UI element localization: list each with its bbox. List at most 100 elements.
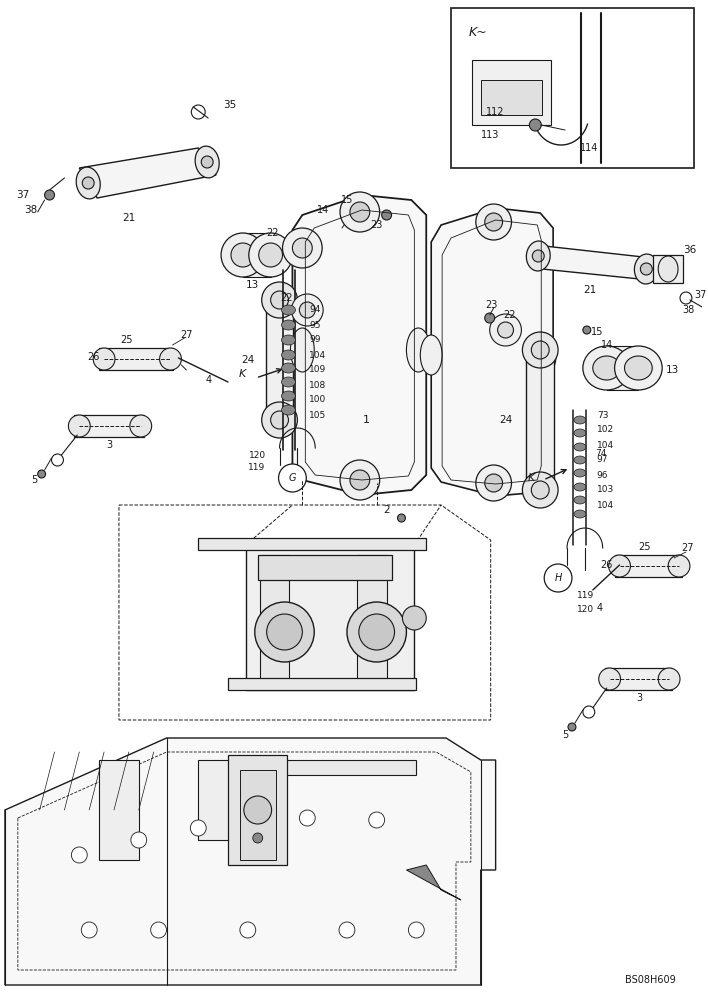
Circle shape [490,314,521,346]
Ellipse shape [574,469,586,477]
Ellipse shape [258,243,282,267]
Circle shape [382,210,392,220]
Text: BS08H609: BS08H609 [625,975,676,985]
Circle shape [240,922,256,938]
Text: 26: 26 [87,352,99,362]
Bar [653,255,683,283]
Circle shape [347,602,406,662]
Ellipse shape [282,405,295,415]
Ellipse shape [535,335,556,375]
Ellipse shape [526,241,550,271]
Ellipse shape [574,510,586,518]
Polygon shape [406,865,461,900]
Bar [74,415,144,437]
Polygon shape [532,245,652,280]
Ellipse shape [668,555,690,577]
Text: 13: 13 [666,365,680,375]
Circle shape [350,202,370,222]
Bar [198,760,238,840]
Text: 120: 120 [249,450,266,460]
Bar [198,538,426,550]
Text: 120: 120 [577,605,594,614]
Polygon shape [79,148,216,198]
Text: 104: 104 [309,351,326,360]
Bar [228,755,287,865]
Circle shape [131,832,147,848]
Ellipse shape [69,415,90,437]
Bar [266,300,293,420]
Circle shape [485,474,503,492]
Bar [278,760,416,775]
Text: H: H [554,573,561,583]
Circle shape [82,177,94,189]
Circle shape [151,922,166,938]
Ellipse shape [599,668,620,690]
Bar [481,80,542,115]
Ellipse shape [615,346,662,390]
Text: K: K [239,369,246,379]
Text: 103: 103 [597,486,614,494]
Circle shape [299,810,315,826]
Text: 23: 23 [486,300,498,310]
Circle shape [369,812,384,828]
Bar [605,668,672,690]
Circle shape [544,564,572,592]
Circle shape [190,820,206,836]
Text: 25: 25 [120,335,133,345]
Ellipse shape [574,416,586,424]
Circle shape [262,282,297,318]
Text: 5: 5 [31,475,38,485]
Circle shape [523,332,558,368]
Circle shape [350,470,370,490]
Text: 114: 114 [580,143,598,153]
Ellipse shape [282,377,295,387]
Text: G: G [289,473,296,483]
Circle shape [532,250,544,262]
Text: 15: 15 [590,327,603,337]
Circle shape [409,922,424,938]
Circle shape [262,402,297,438]
Text: 14: 14 [317,205,329,215]
Text: 100: 100 [309,395,326,404]
Circle shape [583,706,595,718]
Ellipse shape [130,415,152,437]
Bar [451,8,694,168]
Text: 1: 1 [363,415,370,425]
Bar [99,348,173,370]
Text: 24: 24 [499,415,513,425]
Bar [607,346,639,390]
Circle shape [253,833,263,843]
Text: 4: 4 [205,375,211,385]
Circle shape [347,210,357,220]
Text: 35: 35 [223,100,236,110]
Circle shape [191,105,205,119]
Circle shape [340,192,379,232]
Bar [246,545,414,690]
Circle shape [292,238,312,258]
Text: 95: 95 [309,320,321,330]
Text: 15: 15 [341,195,353,205]
Text: 74: 74 [595,448,606,458]
Circle shape [530,119,541,131]
Text: 26: 26 [600,560,612,570]
Ellipse shape [282,320,295,330]
Circle shape [568,723,576,731]
Text: 3: 3 [636,693,642,703]
Circle shape [282,228,322,268]
Ellipse shape [574,496,586,504]
Text: 119: 119 [577,590,594,599]
Circle shape [267,614,302,650]
Circle shape [498,322,513,338]
Bar [228,678,416,690]
Text: 109: 109 [309,365,326,374]
Text: 27: 27 [180,330,193,340]
Bar [99,760,139,860]
Text: 105: 105 [309,410,326,420]
Bar [240,770,275,860]
Text: 25: 25 [638,542,651,552]
Ellipse shape [76,167,101,199]
Circle shape [640,263,652,275]
Ellipse shape [221,233,265,277]
Text: 94: 94 [309,306,321,314]
Circle shape [476,204,511,240]
